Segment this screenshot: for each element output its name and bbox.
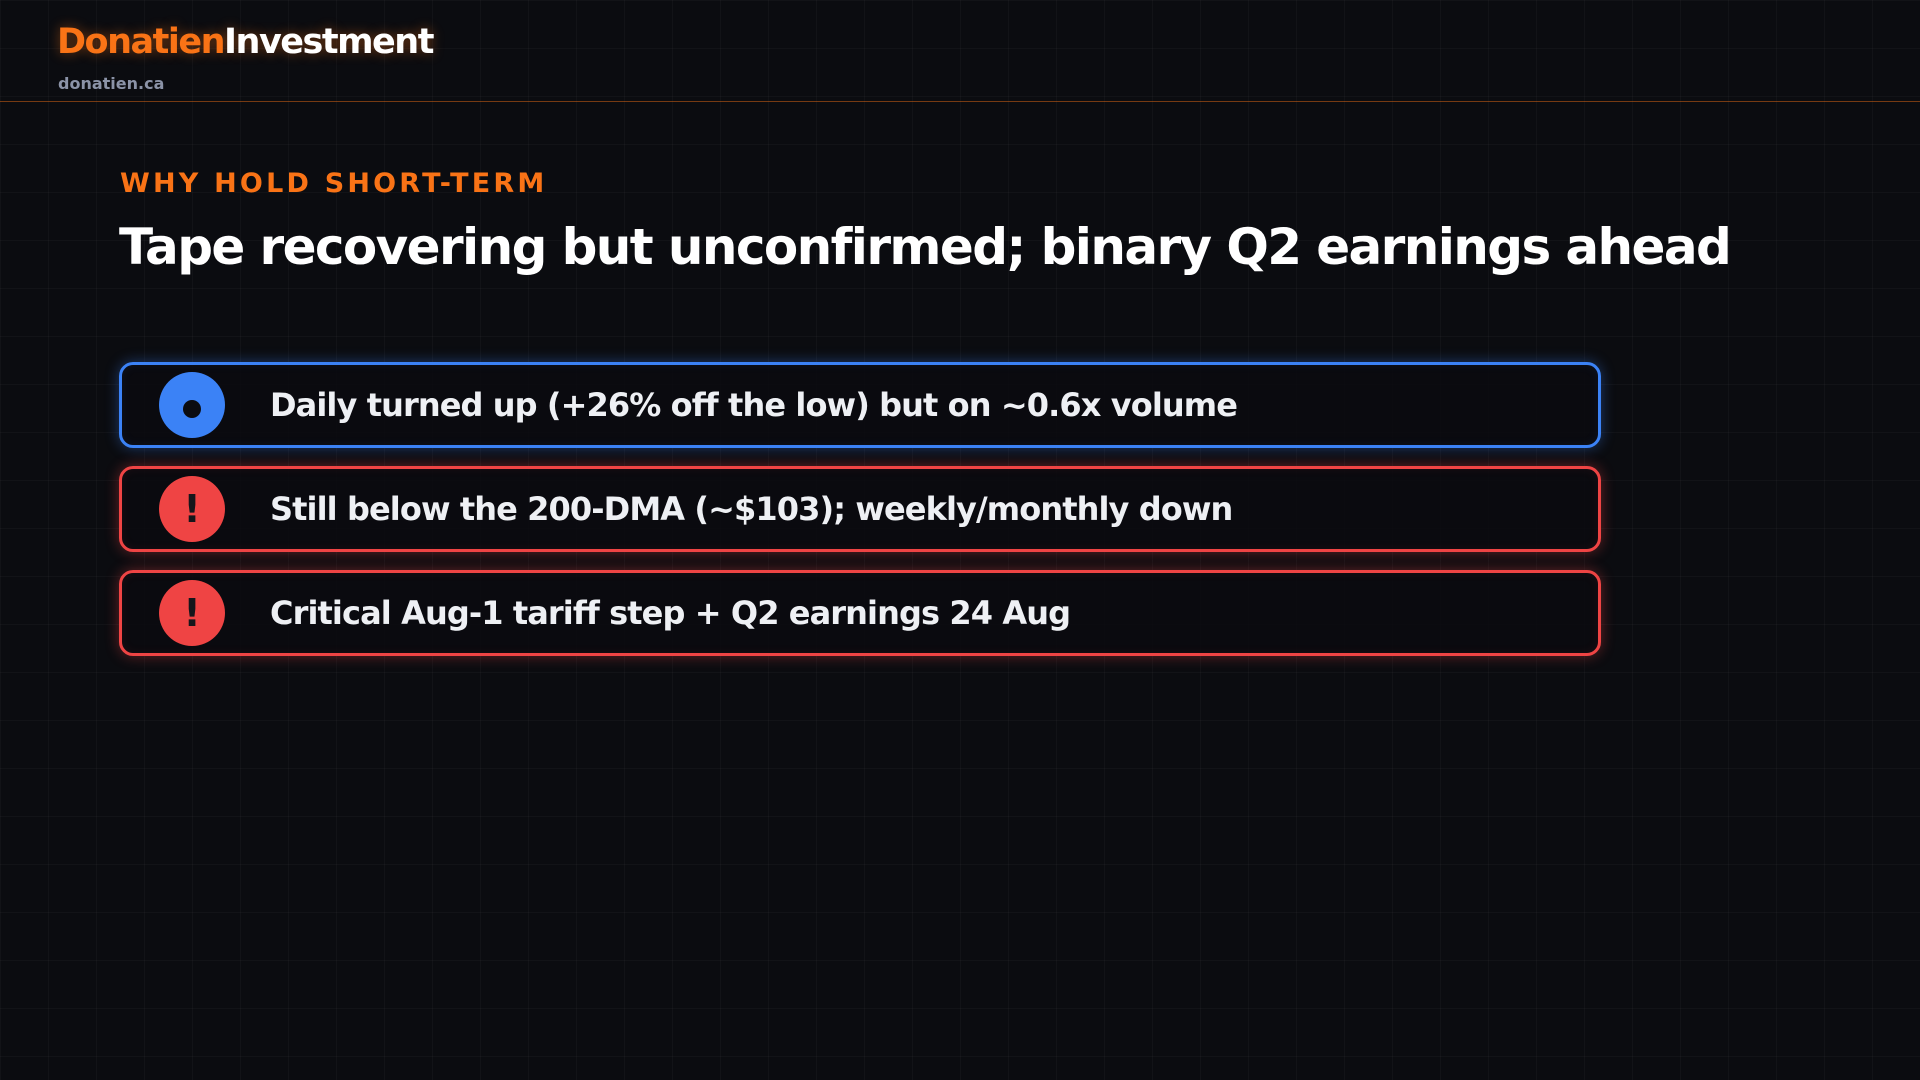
slide-title: Tape recovering but unconfirmed; binary … <box>119 218 1732 276</box>
brand-logo[interactable]: DonatienInvestment <box>57 22 434 62</box>
point-card-warning: ! Critical Aug-1 tariff step + Q2 earnin… <box>119 570 1601 656</box>
site-url: donatien.ca <box>58 74 165 93</box>
warning-badge: ! <box>159 580 225 646</box>
exclamation-icon: ! <box>183 487 201 531</box>
dot-icon <box>183 400 201 418</box>
info-badge <box>159 372 225 438</box>
exclamation-icon: ! <box>183 591 201 635</box>
point-list: Daily turned up (+26% off the low) but o… <box>119 362 1601 674</box>
point-card-warning: ! Still below the 200-DMA (~$103); weekl… <box>119 466 1601 552</box>
point-card-info: Daily turned up (+26% off the low) but o… <box>119 362 1601 448</box>
header: DonatienInvestment donatien.ca <box>0 0 1920 102</box>
warning-badge: ! <box>159 476 225 542</box>
point-text: Critical Aug-1 tariff step + Q2 earnings… <box>270 594 1071 632</box>
point-text: Daily turned up (+26% off the low) but o… <box>270 386 1238 424</box>
brand-secondary: Investment <box>224 22 434 62</box>
point-text: Still below the 200-DMA (~$103); weekly/… <box>270 490 1233 528</box>
section-eyebrow: WHY HOLD SHORT-TERM <box>120 168 548 199</box>
brand-primary: Donatien <box>57 22 226 62</box>
